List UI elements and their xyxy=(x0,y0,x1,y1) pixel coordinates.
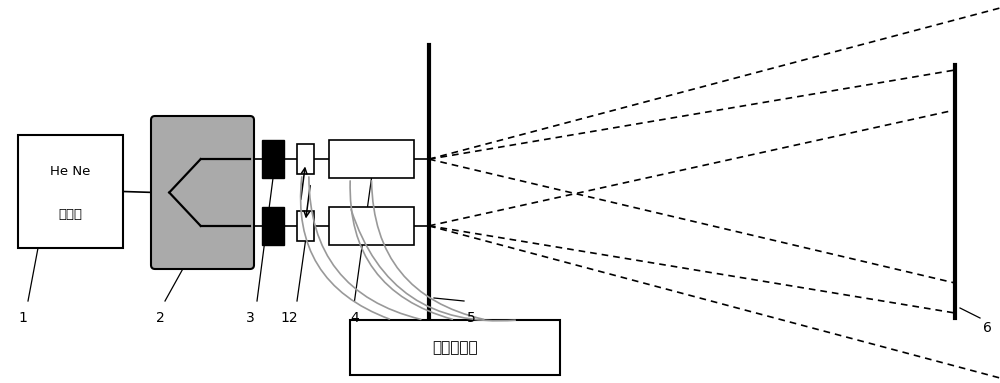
Bar xyxy=(262,140,284,178)
Text: He Ne: He Ne xyxy=(50,165,91,178)
Bar xyxy=(18,135,123,248)
Bar xyxy=(297,211,314,241)
Text: 6: 6 xyxy=(983,321,991,335)
Bar xyxy=(329,207,414,245)
Text: 信号发生器: 信号发生器 xyxy=(432,340,478,355)
Bar xyxy=(329,140,414,178)
Bar xyxy=(262,207,284,245)
Bar xyxy=(297,144,314,174)
Text: 1: 1 xyxy=(19,311,27,325)
Text: 2: 2 xyxy=(156,311,164,325)
Text: 激光器: 激光器 xyxy=(58,208,82,221)
Text: 5: 5 xyxy=(467,311,475,325)
Text: 4: 4 xyxy=(350,311,359,325)
Bar xyxy=(350,320,560,375)
Text: 12: 12 xyxy=(280,311,298,325)
FancyBboxPatch shape xyxy=(151,116,254,269)
Text: 3: 3 xyxy=(246,311,254,325)
